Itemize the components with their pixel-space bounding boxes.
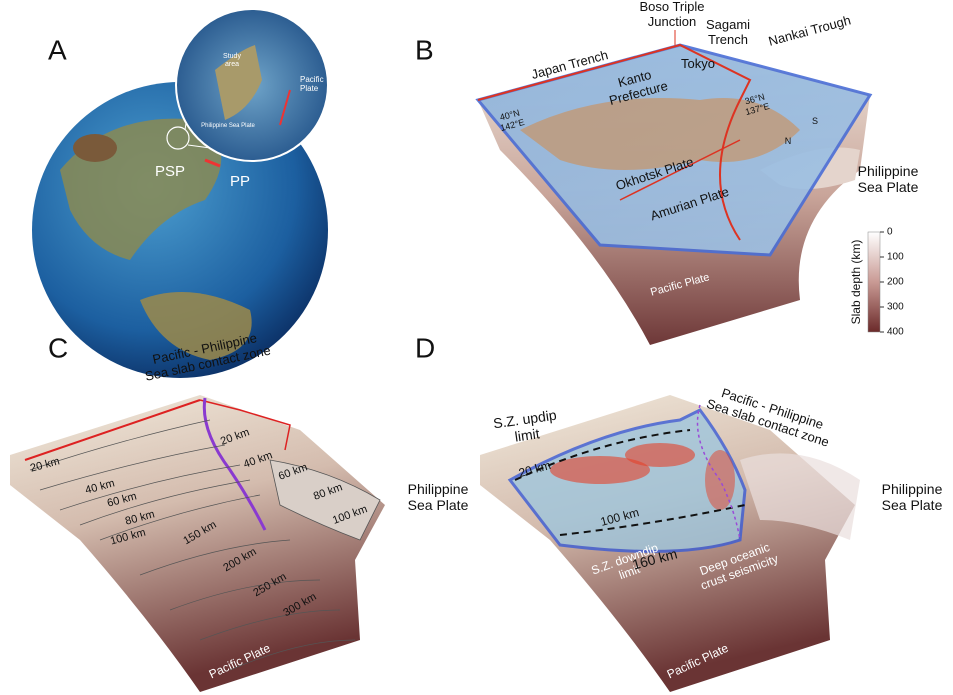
- annotation-line: S: [812, 116, 818, 126]
- annotation: N: [785, 136, 792, 146]
- annotation: Tokyo: [681, 56, 715, 71]
- annotation-line: Philippine Sea Plate: [201, 123, 255, 129]
- annotation-line: Boso Triple: [639, 0, 704, 14]
- annotation-line: Philippine: [408, 481, 469, 497]
- colorbar-tick-label: 400: [887, 327, 904, 338]
- annotation-line: Philippine: [882, 481, 943, 497]
- colorbar-tick-label: 300: [887, 302, 904, 313]
- annotation: Philippine Sea Plate: [201, 123, 255, 129]
- colorbar-tick-label: 0: [887, 227, 893, 238]
- annotation-line: Tokyo: [681, 56, 715, 71]
- annotation-line: N: [785, 136, 792, 146]
- panel-label: B: [415, 34, 434, 65]
- panel-label: C: [48, 332, 68, 363]
- colorbar: Slab depth (km) 0 100 200 300 400: [849, 227, 904, 338]
- pacific-slab: [10, 395, 385, 692]
- annotation-line: PSP: [155, 163, 185, 180]
- annotation-line: Junction: [648, 14, 696, 29]
- colorbar-tick-label: 100: [887, 252, 904, 263]
- annotation-line: Sea Plate: [882, 497, 943, 513]
- annotation-line: Sea Plate: [858, 179, 919, 195]
- annotation-line: Plate: [300, 84, 319, 93]
- annotation-line: Pacific: [300, 75, 324, 84]
- annotation-line: Philippine: [858, 163, 919, 179]
- colorbar-title: Slab depth (km): [849, 240, 863, 325]
- land: [73, 134, 117, 162]
- annotation-line: PP: [230, 173, 250, 190]
- figure: A Studyarea PacificPlate Philippine Sea Pla…: [0, 0, 953, 695]
- colorbar-tick-label: 200: [887, 277, 904, 288]
- annotation-line: area: [225, 61, 239, 68]
- annotation-line: Trench: [708, 32, 748, 47]
- annotation-line: Sagami: [706, 17, 750, 32]
- annotation-line: Study: [223, 53, 241, 60]
- colorbar-scale: [868, 232, 880, 332]
- annotation-line: Sea Plate: [408, 497, 469, 513]
- annotation: S: [812, 116, 818, 126]
- panel-label: A: [48, 34, 67, 65]
- panel-label: D: [415, 332, 435, 363]
- annotation: PSP: [155, 163, 185, 180]
- annotation: Nankai Trough: [767, 13, 853, 49]
- annotation-line: Nankai Trough: [767, 13, 853, 49]
- annotation: PP: [230, 173, 250, 190]
